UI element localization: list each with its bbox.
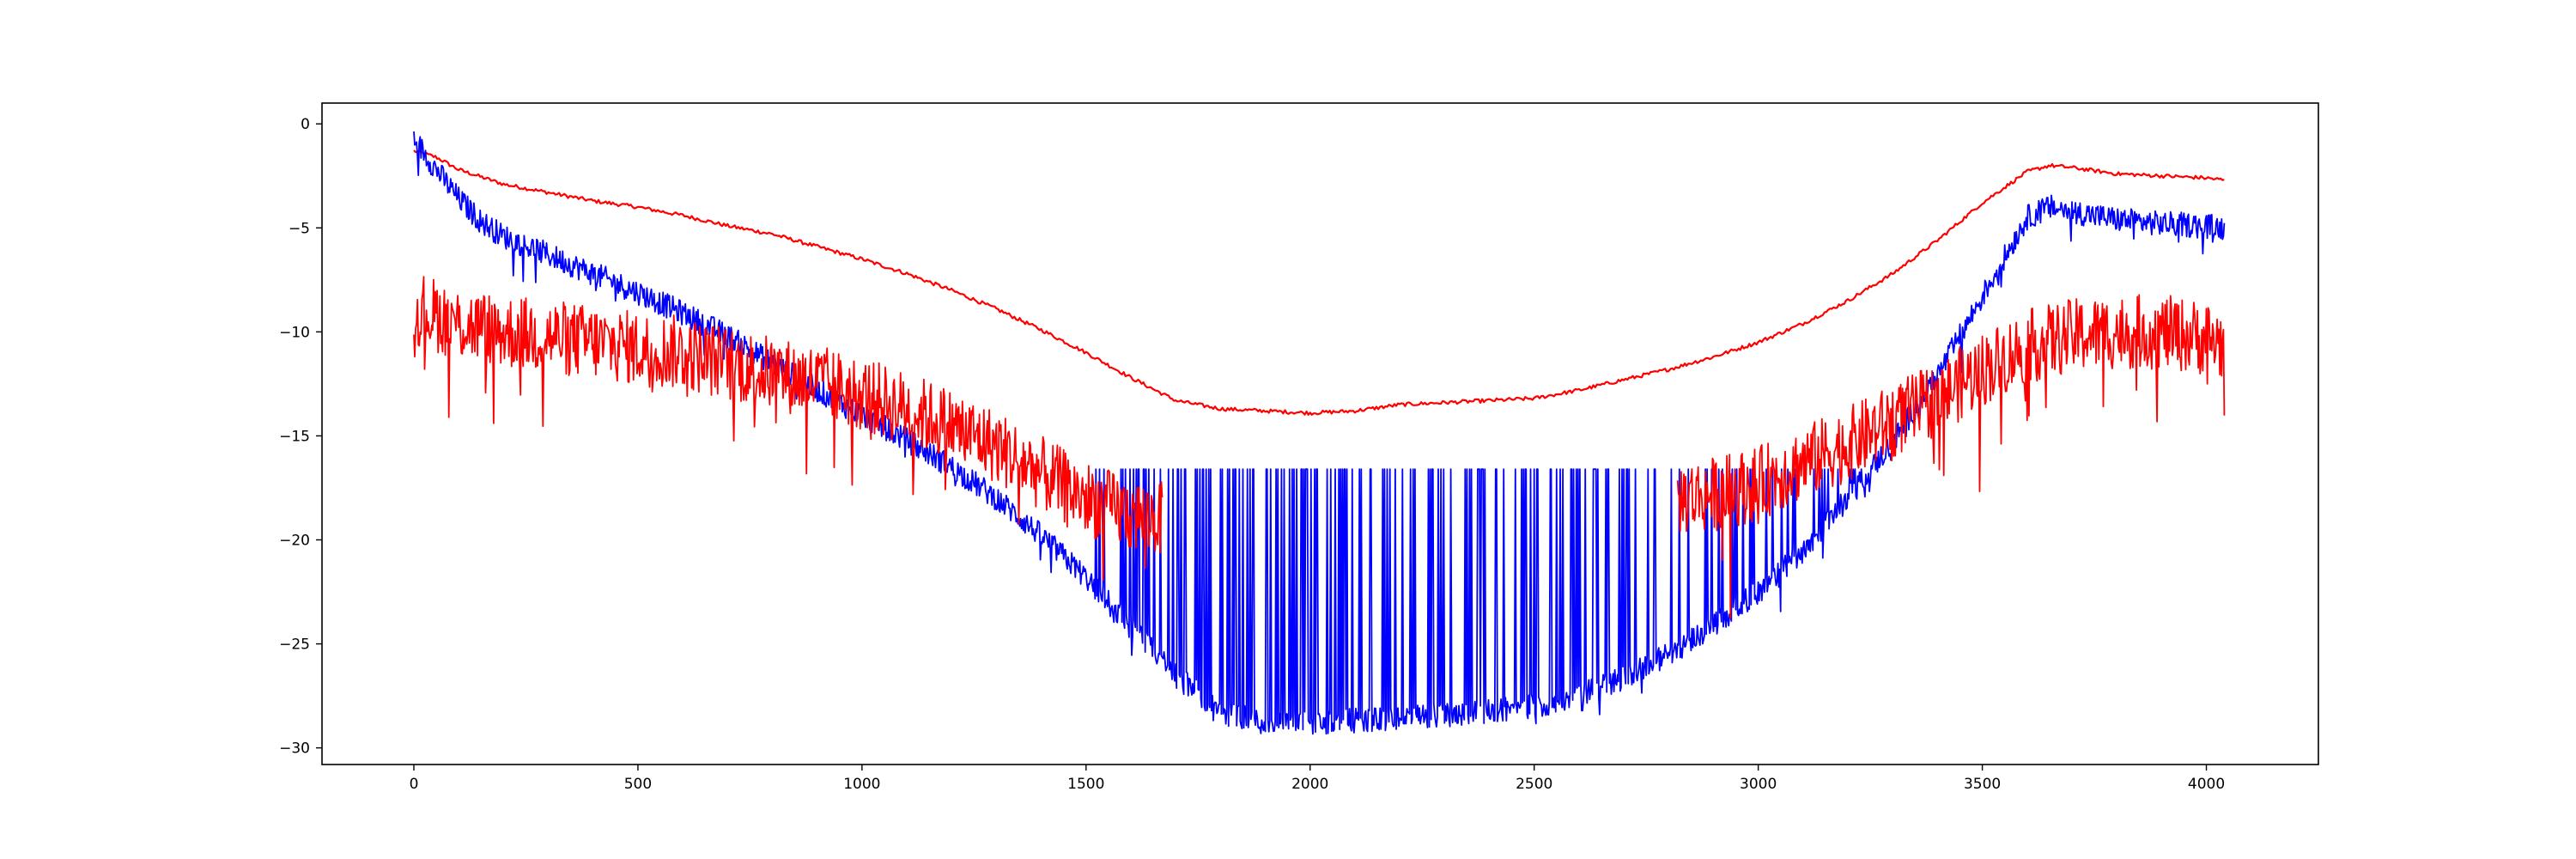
series-layer (413, 131, 2226, 735)
x-tick-label: 0 (410, 776, 419, 793)
x-tick-label: 3000 (1740, 776, 1777, 793)
y-tick-label: −10 (279, 324, 310, 341)
y-tick-label: 0 (301, 116, 310, 133)
series-line (413, 149, 2225, 416)
y-axis: 0 −5 −10 −15 −20 −25 −30 (279, 116, 322, 758)
series-line (413, 276, 2226, 619)
x-axis: 0 500 1000 1500 2000 2500 3000 3500 4000 (410, 765, 2225, 793)
y-tick-label: −15 (279, 428, 310, 445)
x-tick-label: 1500 (1067, 776, 1104, 793)
x-tick-label: 3500 (1964, 776, 2001, 793)
series-3 (413, 276, 2226, 619)
plot-frame (321, 102, 2319, 765)
x-tick-label: 500 (624, 776, 652, 793)
y-tick-label: −25 (279, 637, 310, 654)
x-tick-label: 2000 (1291, 776, 1328, 793)
x-tick-label: 4000 (2188, 776, 2225, 793)
x-tick-label: 1000 (843, 776, 880, 793)
y-tick-label: −30 (279, 740, 310, 758)
series-1 (413, 149, 2225, 416)
y-tick-label: −5 (289, 220, 310, 237)
x-tick-label: 2500 (1516, 776, 1552, 793)
y-tick-label: −20 (279, 532, 310, 549)
